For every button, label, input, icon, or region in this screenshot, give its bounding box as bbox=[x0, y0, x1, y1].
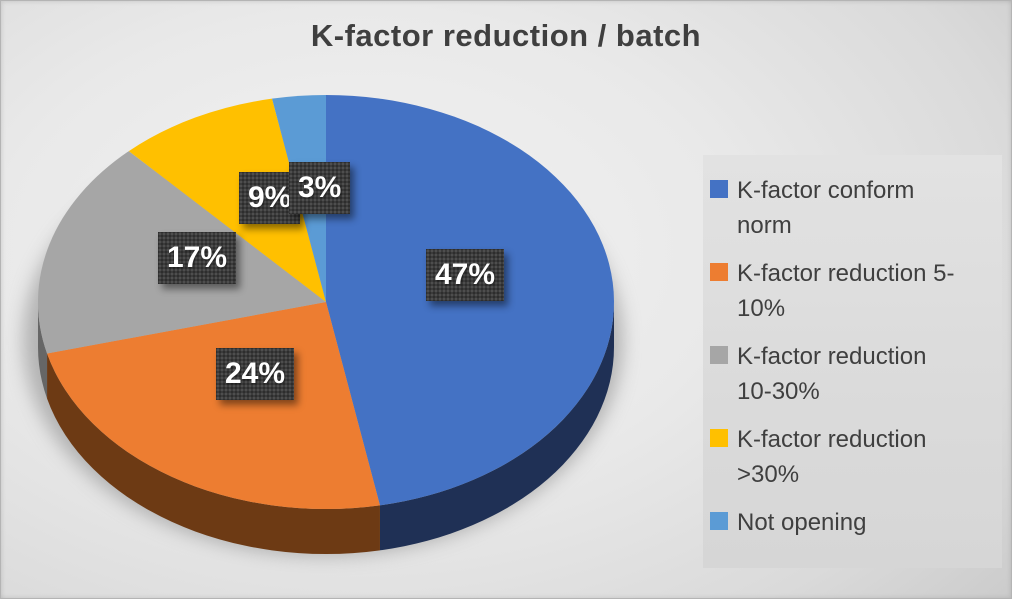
legend-label: K-factor conform norm bbox=[737, 177, 915, 239]
pie-slice bbox=[326, 95, 614, 506]
legend-swatch-icon bbox=[710, 180, 728, 198]
pie-slice bbox=[128, 98, 326, 303]
legend-swatch-icon bbox=[710, 429, 728, 447]
legend-swatch-icon bbox=[710, 512, 728, 530]
legend-item: K-factor conform norm bbox=[710, 173, 1002, 243]
legend-label: K-factor reduction 10-30% bbox=[737, 343, 927, 405]
pie-slice-side bbox=[38, 302, 48, 399]
legend-item: Not opening bbox=[710, 505, 1002, 540]
chart-title: K-factor reduction / batch bbox=[310, 18, 702, 53]
legend-swatch-icon bbox=[710, 346, 728, 364]
legend-item: K-factor reduction 5- 10% bbox=[710, 256, 1002, 326]
pie-slice bbox=[47, 302, 380, 509]
legend-label: Not opening bbox=[737, 509, 867, 536]
legend-swatch-icon bbox=[710, 263, 728, 281]
legend-label: K-factor reduction 5- 10% bbox=[737, 260, 955, 322]
legend-label: K-factor reduction >30% bbox=[737, 426, 927, 488]
legend-item: K-factor reduction 10-30% bbox=[710, 339, 1002, 409]
legend: K-factor conform norm K-factor reduction … bbox=[703, 155, 1002, 568]
legend-item: K-factor reduction >30% bbox=[710, 422, 1002, 492]
pie-slice-side bbox=[379, 302, 614, 551]
pie-slice-side bbox=[47, 353, 380, 554]
